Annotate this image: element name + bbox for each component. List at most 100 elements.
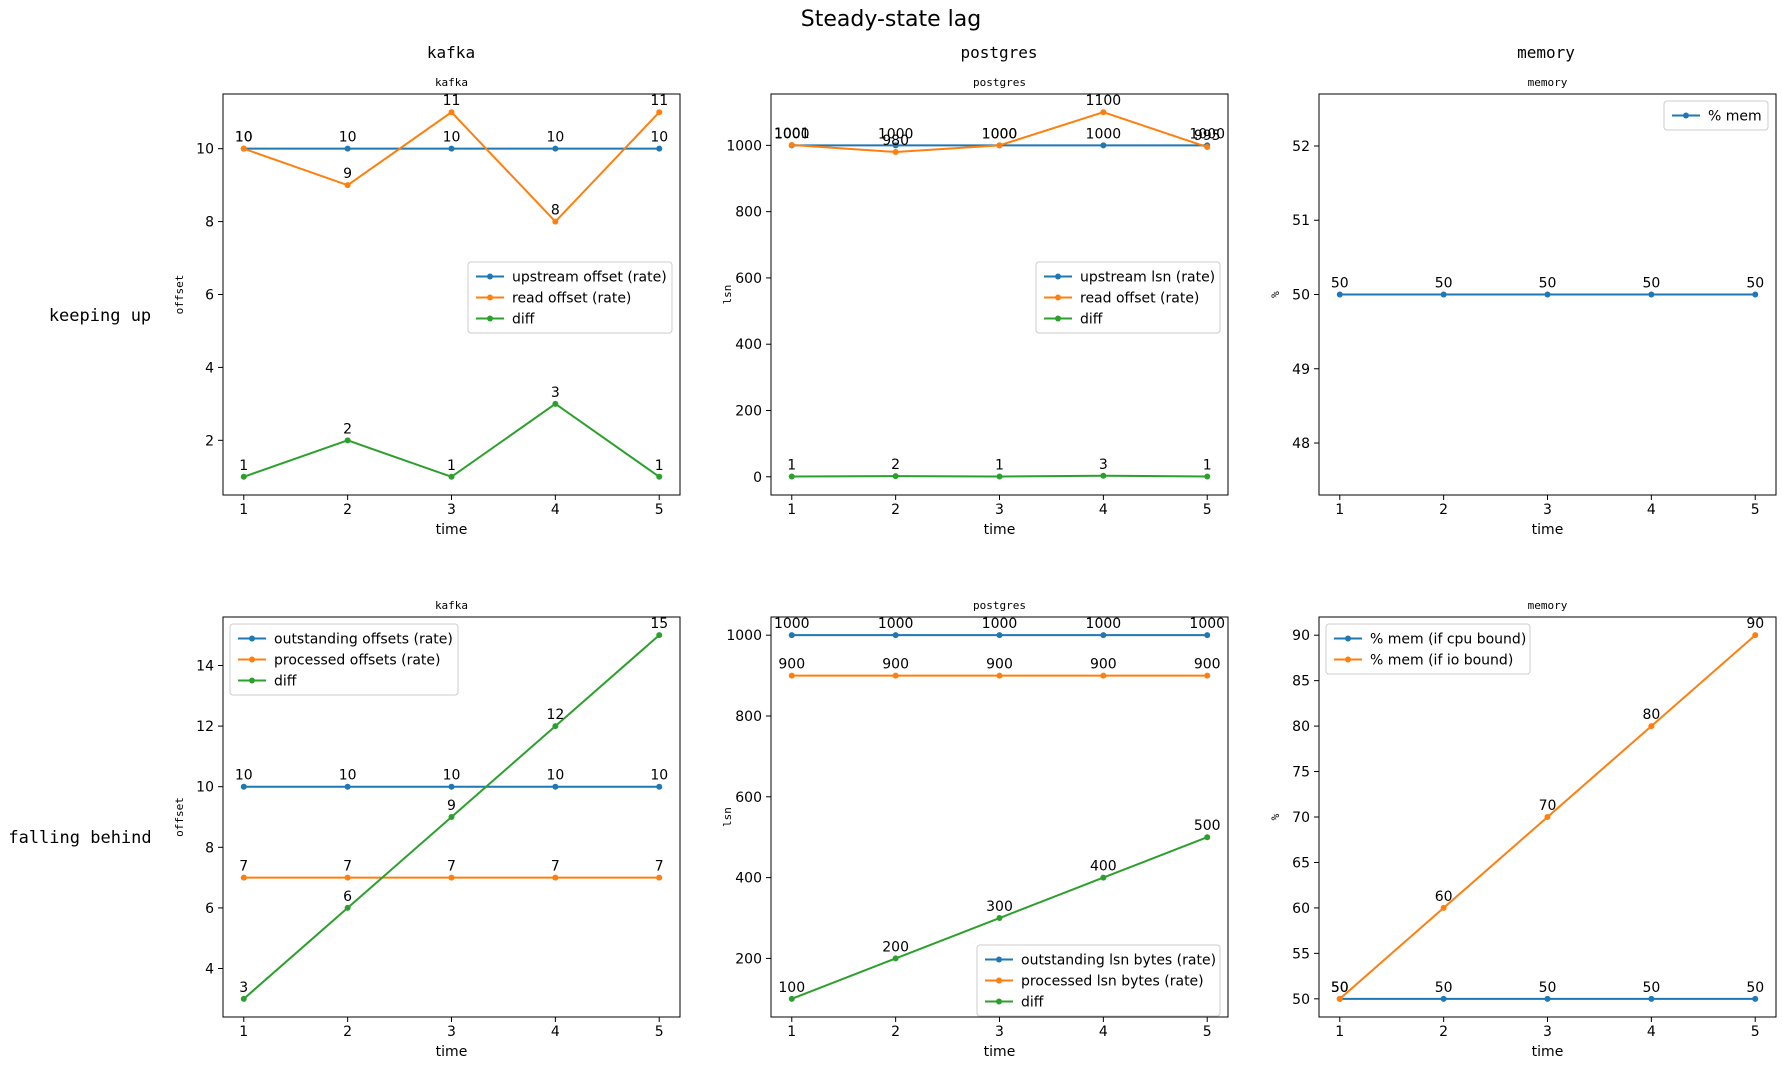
data-label: 900	[1090, 657, 1117, 673]
data-point	[552, 723, 559, 730]
data-point	[240, 145, 247, 152]
subplot-title: kafka	[435, 599, 468, 612]
data-label: 900	[778, 657, 805, 673]
data-label: 50	[1746, 276, 1764, 292]
x-axis-label: time	[1532, 1044, 1564, 1060]
data-label: 50	[1539, 276, 1557, 292]
x-axis-label: time	[1532, 522, 1564, 538]
x-tick-label: 2	[891, 1024, 900, 1040]
data-label: 50	[1642, 276, 1660, 292]
y-tick-label: 4	[205, 962, 214, 978]
x-tick-label: 2	[1439, 1024, 1448, 1040]
data-label: 1	[1203, 457, 1212, 473]
y-tick-label: 55	[1292, 946, 1310, 962]
data-label: 1000	[1189, 126, 1225, 142]
y-tick-label: 90	[1292, 628, 1310, 644]
legend-entry: % mem (if cpu bound)	[1370, 632, 1526, 648]
data-label: 7	[239, 859, 248, 875]
data-label: 50	[1331, 980, 1349, 996]
data-label: 15	[650, 616, 668, 632]
legend-marker	[1055, 294, 1061, 301]
x-tick-label: 5	[655, 502, 664, 518]
data-point	[788, 142, 795, 149]
data-point	[892, 473, 899, 480]
data-label: 12	[546, 707, 564, 723]
y-tick-label: 2	[205, 433, 214, 449]
y-tick-label: 52	[1292, 139, 1310, 155]
data-point	[448, 814, 455, 820]
data-point	[996, 915, 1003, 922]
data-point	[1204, 834, 1211, 841]
x-tick-label: 4	[1099, 1024, 1108, 1040]
data-point	[1752, 995, 1759, 1002]
data-label: 1000	[982, 616, 1018, 632]
y-tick-label: 49	[1292, 362, 1310, 378]
subplot-title: memory	[1528, 76, 1568, 89]
data-point	[996, 632, 1003, 639]
subplot-3: memory 1 2 3 4 5 48 49 50 51 52 time% 50 50 50 50 50 % me…	[1269, 76, 1777, 538]
y-tick-label: 10	[196, 142, 214, 158]
x-tick-label: 1	[787, 502, 796, 518]
data-label: 1000	[1086, 616, 1122, 632]
data-point	[1648, 291, 1655, 298]
x-tick-label: 2	[891, 502, 900, 518]
legend-entry: processed offsets (rate)	[274, 653, 440, 669]
data-point	[656, 145, 663, 152]
x-tick-label: 5	[655, 1024, 664, 1040]
data-point	[552, 218, 559, 225]
data-point	[788, 632, 795, 639]
data-point	[1440, 904, 1447, 911]
data-point	[1204, 672, 1211, 679]
x-tick-label: 5	[1203, 1024, 1212, 1040]
legend-marker	[487, 273, 493, 280]
data-point	[1204, 632, 1211, 639]
data-label: 7	[447, 859, 456, 875]
data-point	[240, 783, 247, 790]
legend-marker	[1345, 635, 1351, 642]
x-tick-label: 3	[1543, 502, 1552, 518]
data-label: 10	[339, 768, 357, 784]
data-point	[892, 955, 899, 962]
legend-marker	[487, 294, 493, 301]
data-point	[1100, 632, 1107, 639]
legend-marker	[1345, 656, 1351, 663]
legend-box	[229, 623, 459, 696]
data-point	[448, 109, 455, 116]
x-tick-label: 4	[1647, 1024, 1656, 1040]
data-label: 1000	[1189, 616, 1225, 632]
legend-box	[1035, 261, 1221, 334]
data-point	[788, 995, 795, 1002]
data-label: 50	[1331, 276, 1349, 292]
x-tick-label: 2	[343, 1024, 352, 1040]
data-point	[1204, 473, 1211, 480]
x-tick-label: 4	[551, 502, 560, 518]
data-label: 7	[343, 859, 352, 875]
data-point	[1544, 995, 1551, 1002]
legend-box	[1325, 623, 1531, 675]
legend-entry: diff	[1021, 995, 1044, 1011]
y-tick-label: 50	[1292, 288, 1310, 304]
y-tick-label: 8	[205, 840, 214, 856]
data-label: 10	[235, 130, 253, 146]
data-label: 1	[655, 458, 664, 474]
subplot-5: postgres 1 2 3 4 5 200 400 600 800 1000 time lsn 1000…	[721, 599, 1229, 1060]
subplot-title: memory	[1528, 599, 1568, 612]
y-tick-label: 1000	[726, 628, 762, 644]
data-label: 10	[546, 130, 564, 146]
data-label: 900	[1194, 657, 1221, 673]
data-point	[1648, 723, 1655, 730]
data-label: 11	[650, 93, 668, 109]
x-tick-label: 4	[1099, 502, 1108, 518]
y-tick-label: 6	[205, 288, 214, 304]
data-label: 3	[1099, 457, 1108, 473]
data-point	[892, 632, 899, 639]
data-point	[656, 783, 663, 790]
data-label: 980	[882, 133, 909, 149]
data-point	[1544, 814, 1551, 820]
data-point	[448, 473, 455, 480]
data-label: 1000	[878, 126, 914, 142]
column-title-kafka: kafka	[427, 43, 475, 62]
legend-entry: read offset (rate)	[512, 291, 631, 307]
